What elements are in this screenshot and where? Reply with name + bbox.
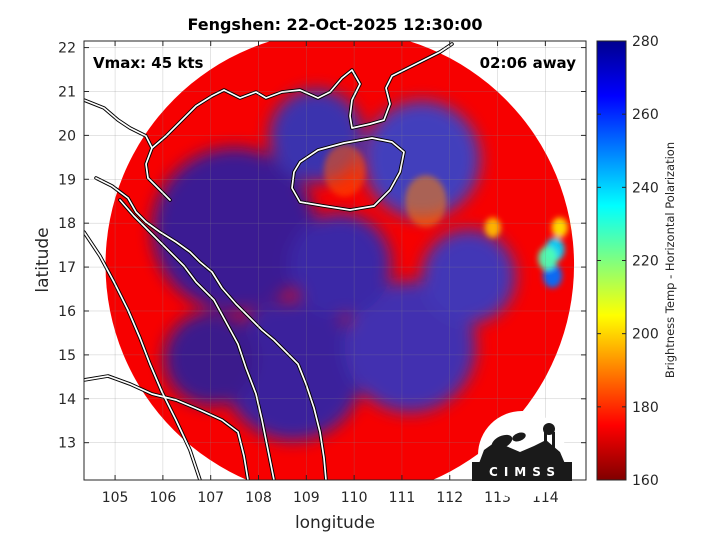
y-tick-label: 17 [58,260,76,276]
x-tick-label: 109 [293,490,320,506]
swath-texture [152,89,516,441]
convection-features [323,144,568,288]
feature-rainband [323,144,366,197]
colorbar [596,40,627,481]
vmax-annotation: Vmax: 45 kts [93,54,203,72]
feature-rainband [484,217,501,238]
x-tick-label: 110 [341,490,368,506]
y-tick-label: 13 [58,436,76,452]
colorbar-tick-label: 280 [632,34,659,50]
swath-texture-blob [152,147,317,312]
grid-lines [84,41,586,480]
time-away-annotation: 02:06 away [480,54,577,72]
x-tick-label: 112 [436,490,463,506]
feature-convection [538,246,558,271]
x-tick-label: 111 [389,490,416,506]
colorbar-ticks: 160 180 200 220 240 260 280 [597,34,659,489]
y-axis-label: latitude [33,227,53,292]
swath-texture-blob [421,229,516,324]
chart-title: Fengshen: 22-Oct-2025 12:30:00 [187,15,482,34]
colorbar-tick-label: 160 [632,473,659,489]
y-tick-label: 22 [58,41,76,57]
x-tick-label: 106 [150,490,177,506]
x-tick-label: 108 [245,490,272,506]
feature-convection [551,217,568,238]
y-tick-label: 15 [58,348,76,364]
y-tick-label: 20 [58,128,76,144]
y-tick-label: 21 [58,84,76,100]
feature-rainband [405,175,447,228]
x-axis-label: longitude [295,513,375,533]
y-tick-label: 19 [58,172,76,188]
y-tick-label: 16 [58,304,76,320]
y-tick-label: 18 [58,216,76,232]
colorbar-label: Brightness Temp - Horizontal Polarizatio… [663,142,677,378]
y-tick-label: 14 [58,392,76,408]
x-tick-label: 107 [197,490,224,506]
colorbar-tick-label: 220 [632,254,659,270]
swath-texture-blob [288,213,392,317]
cimss-logo: CIMSS [472,411,572,499]
x-tick-label: 105 [102,490,129,506]
cimss-logo-text: CIMSS [489,465,561,479]
colorbar-tick-label: 260 [632,107,659,123]
colorbar-tick-label: 180 [632,400,659,416]
coastline-layer [84,42,454,480]
colorbar-tick-label: 200 [632,327,659,343]
colorbar-tick-label: 240 [632,180,659,196]
plot-frame [83,40,587,481]
